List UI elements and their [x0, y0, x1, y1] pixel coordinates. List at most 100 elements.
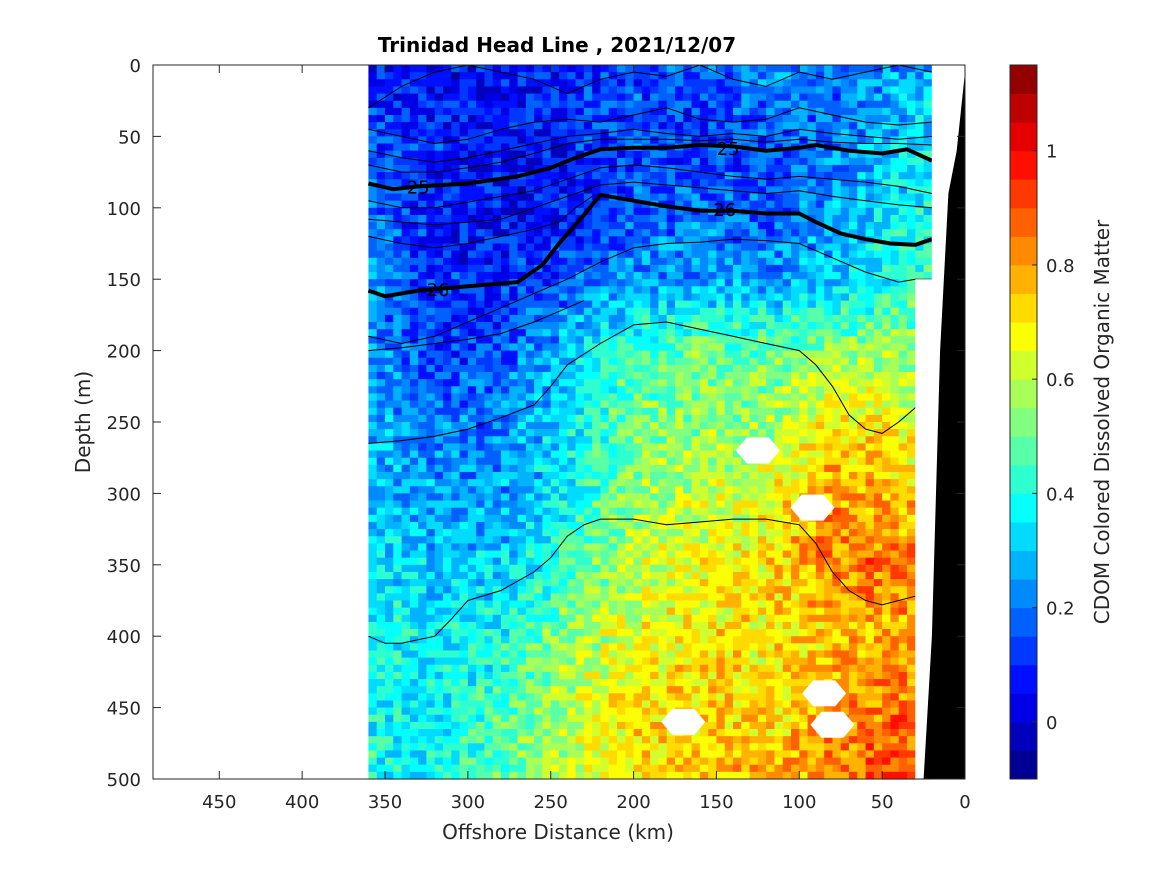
heatmap-cell	[559, 300, 568, 309]
heatmap-cell	[401, 157, 411, 166]
heatmap-cell	[484, 443, 494, 452]
heatmap-cell	[459, 422, 469, 430]
heatmap-cell	[492, 150, 502, 159]
heatmap-cell	[890, 143, 900, 152]
heatmap-cell	[600, 107, 610, 116]
heatmap-cell	[873, 72, 883, 80]
heatmap-cell	[625, 557, 635, 566]
heatmap-cell	[633, 136, 643, 145]
heatmap-cell	[418, 443, 428, 452]
heatmap-cell	[575, 486, 585, 494]
heatmap-cell	[484, 86, 494, 95]
heatmap-cell	[567, 464, 577, 473]
heatmap-cell	[550, 422, 560, 430]
heatmap-cell	[873, 493, 883, 502]
heatmap-cell	[517, 372, 527, 380]
heatmap-cell	[451, 293, 461, 302]
heatmap-cell	[625, 407, 635, 416]
heatmap-cell	[625, 493, 635, 502]
heatmap-cell	[418, 214, 428, 223]
heatmap-cell	[683, 300, 693, 309]
heatmap-cell	[799, 457, 809, 466]
heatmap-cell	[492, 343, 502, 352]
heatmap-cell	[600, 400, 610, 409]
heatmap-cell	[451, 386, 461, 395]
heatmap-cell	[409, 143, 419, 152]
heatmap-cell	[840, 386, 850, 395]
heatmap-cell	[774, 386, 784, 395]
heatmap-cell	[857, 272, 867, 280]
heatmap-cell	[749, 529, 759, 537]
heatmap-cell	[907, 100, 916, 109]
heatmap-cell	[617, 150, 626, 159]
heatmap-cell	[368, 436, 378, 445]
heatmap-cell	[807, 550, 817, 559]
heatmap-cell	[699, 364, 709, 373]
heatmap-cell	[699, 86, 709, 95]
heatmap-cell	[434, 350, 444, 359]
heatmap-cell	[492, 229, 502, 237]
heatmap-cell	[733, 307, 742, 316]
heatmap-cell	[509, 72, 519, 80]
heatmap-cell	[757, 79, 767, 88]
heatmap-cell	[525, 279, 535, 287]
heatmap-cell	[857, 207, 867, 216]
heatmap-cell	[824, 157, 834, 166]
heatmap-cell	[559, 436, 568, 445]
heatmap-cell	[708, 79, 718, 88]
heatmap-cell	[658, 329, 668, 337]
heatmap-cell	[525, 229, 535, 237]
heatmap-cell	[824, 293, 834, 302]
heatmap-cell	[467, 564, 477, 573]
heatmap-cell	[898, 407, 908, 416]
heatmap-cell	[501, 436, 510, 445]
heatmap-cell	[542, 400, 552, 409]
heatmap-cell	[385, 564, 394, 573]
heatmap-cell	[766, 386, 776, 395]
heatmap-cell	[542, 443, 552, 452]
heatmap-cell	[426, 129, 436, 137]
heatmap-cell	[509, 272, 519, 280]
heatmap-cell	[815, 86, 825, 95]
heatmap-cell	[757, 293, 767, 302]
heatmap-cell	[857, 557, 867, 566]
heatmap-cell	[824, 164, 834, 173]
heatmap-cell	[641, 157, 651, 166]
heatmap-cell	[575, 357, 585, 366]
heatmap-cell	[873, 422, 883, 430]
heatmap-cell	[567, 521, 577, 530]
heatmap-cell	[517, 93, 527, 102]
heatmap-cell	[633, 164, 643, 173]
heatmap-cell	[749, 400, 759, 409]
heatmap-cell	[923, 193, 933, 202]
heatmap-cell	[774, 286, 784, 295]
heatmap-cell	[443, 579, 452, 587]
heatmap-cell	[492, 364, 502, 373]
heatmap-cell	[840, 443, 850, 452]
heatmap-cell	[807, 150, 817, 159]
heatmap-cell	[542, 336, 552, 345]
heatmap-cell	[501, 179, 510, 187]
heatmap-cell	[550, 293, 560, 302]
heatmap-cell	[898, 222, 908, 230]
heatmap-cell	[592, 393, 602, 402]
heatmap-cell	[385, 286, 394, 295]
heatmap-cell	[724, 414, 734, 423]
heatmap-cell	[484, 222, 494, 230]
heatmap-cell	[393, 422, 403, 430]
heatmap-cell	[418, 250, 428, 259]
heatmap-cell	[890, 536, 900, 544]
heatmap-cell	[666, 264, 676, 273]
heatmap-cell	[666, 279, 676, 287]
heatmap-cell	[832, 186, 842, 195]
heatmap-cell	[873, 200, 883, 209]
heatmap-cell	[865, 200, 875, 209]
heatmap-cell	[666, 543, 676, 552]
heatmap-cell	[617, 379, 626, 387]
heatmap-cell	[832, 507, 842, 516]
heatmap-cell	[633, 207, 643, 216]
heatmap-cell	[807, 379, 817, 387]
heatmap-cell	[625, 279, 635, 287]
heatmap-cell	[683, 443, 693, 452]
heatmap-cell	[592, 364, 602, 373]
